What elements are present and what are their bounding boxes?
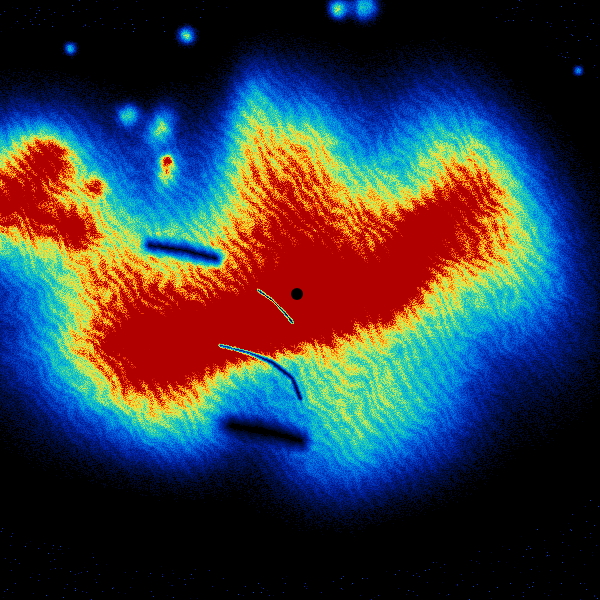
image-viewport: [0, 0, 600, 600]
intensity-map-canvas: [0, 0, 600, 600]
